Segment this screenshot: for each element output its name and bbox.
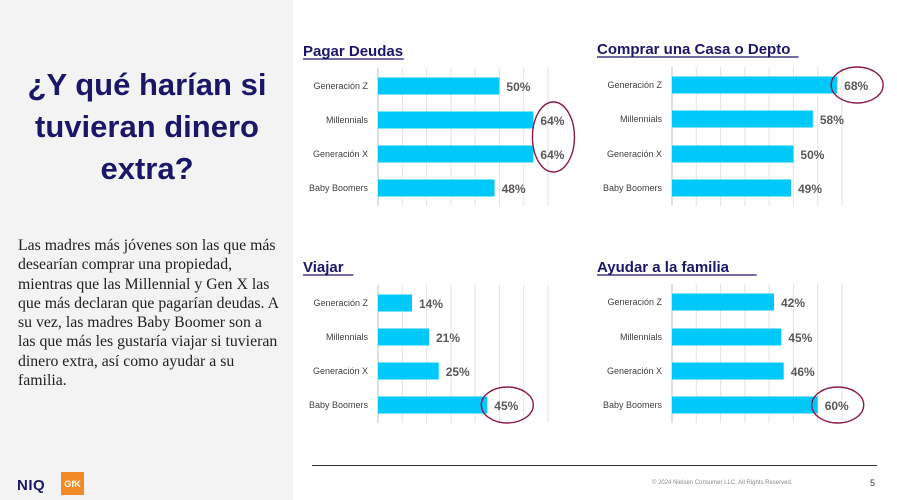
chart-3-category-label: Generación Z (313, 298, 368, 308)
chart-1-data-label: 50% (506, 80, 530, 94)
left-panel: ¿Y qué harían si tuvieran dinero extra? … (0, 0, 293, 500)
chart-2-bar (672, 145, 794, 163)
chart-2-category-label: Baby Boomers (603, 183, 663, 193)
niq-logo: NIQ (17, 477, 46, 494)
footer-divider (312, 465, 877, 466)
chart-4-bar (672, 396, 818, 414)
chart-3-category-label: Millennials (326, 332, 369, 342)
chart-2-category-label: Generación Z (607, 80, 662, 90)
chart-3-category-label: Baby Boomers (309, 400, 369, 410)
chart-1-bar (378, 111, 534, 129)
chart-4-bar (672, 293, 774, 311)
chart-1-category-label: Generación X (313, 149, 368, 159)
chart-4-data-label: 46% (791, 365, 815, 379)
chart-4-bar (672, 328, 782, 346)
chart-1-data-label: 64% (540, 114, 564, 128)
chart-1-data-label: 64% (540, 148, 564, 162)
chart-1-bar (378, 179, 495, 197)
copyright-notice: © 2024 Nielsen Consumer LLC. All Rights … (652, 480, 793, 486)
chart-3-data-label: 14% (419, 297, 443, 311)
chart-2-data-label: 68% (844, 79, 868, 93)
chart-3-data-label: 21% (436, 331, 460, 345)
chart-3-title: Viajar (303, 259, 344, 276)
chart-3-data-label: 25% (446, 365, 470, 379)
chart-3-bar (378, 396, 488, 414)
chart-4-data-label: 42% (781, 296, 805, 310)
chart-3-highlight-circle (480, 386, 534, 424)
chart-2-bar (672, 76, 838, 94)
page-title: ¿Y qué harían si tuvieran dinero extra? (27, 67, 267, 186)
page-number: 5 (870, 478, 876, 488)
chart-1-bar (378, 145, 534, 163)
chart-2-data-label: 49% (798, 182, 822, 196)
chart-1-category-label: Millennials (326, 115, 369, 125)
chart-2-bar (672, 110, 813, 128)
chart-3-bar (378, 362, 439, 380)
chart-2-title: Comprar una Casa o Depto (597, 41, 790, 58)
chart-1-bar (378, 77, 500, 95)
chart-2-bar (672, 179, 791, 197)
chart-2-data-label: 50% (800, 148, 824, 162)
chart-4-category-label: Generación X (607, 366, 662, 376)
chart-2-highlight-circle (830, 66, 884, 104)
body-text: Las madres más jóvenes son las que más d… (18, 237, 279, 390)
chart-3-category-label: Generación X (313, 366, 368, 376)
chart-4-title: Ayudar a la familia (597, 259, 730, 276)
chart-4-highlight-circle (811, 386, 865, 424)
chart-3-data-label: 45% (494, 399, 518, 413)
chart-2-category-label: Generación X (607, 149, 662, 159)
chart-4-bar (672, 362, 784, 380)
chart-4-category-label: Generación Z (607, 297, 662, 307)
chart-3-bar (378, 294, 412, 312)
chart-3-bar (378, 328, 429, 346)
chart-4-data-label: 60% (825, 399, 849, 413)
chart-1-highlight-circle (531, 101, 576, 173)
gfk-logo: GfK (61, 472, 84, 495)
chart-1-title: Pagar Deudas (303, 43, 403, 60)
chart-1-category-label: Generación Z (313, 81, 368, 91)
chart-4-category-label: Baby Boomers (603, 400, 663, 410)
chart-4-data-label: 45% (788, 331, 812, 345)
chart-1-data-label: 48% (502, 182, 526, 196)
chart-4-category-label: Millennials (620, 332, 663, 342)
chart-2-data-label: 58% (820, 113, 844, 127)
chart-1-category-label: Baby Boomers (309, 183, 369, 193)
chart-2-category-label: Millennials (620, 114, 663, 124)
